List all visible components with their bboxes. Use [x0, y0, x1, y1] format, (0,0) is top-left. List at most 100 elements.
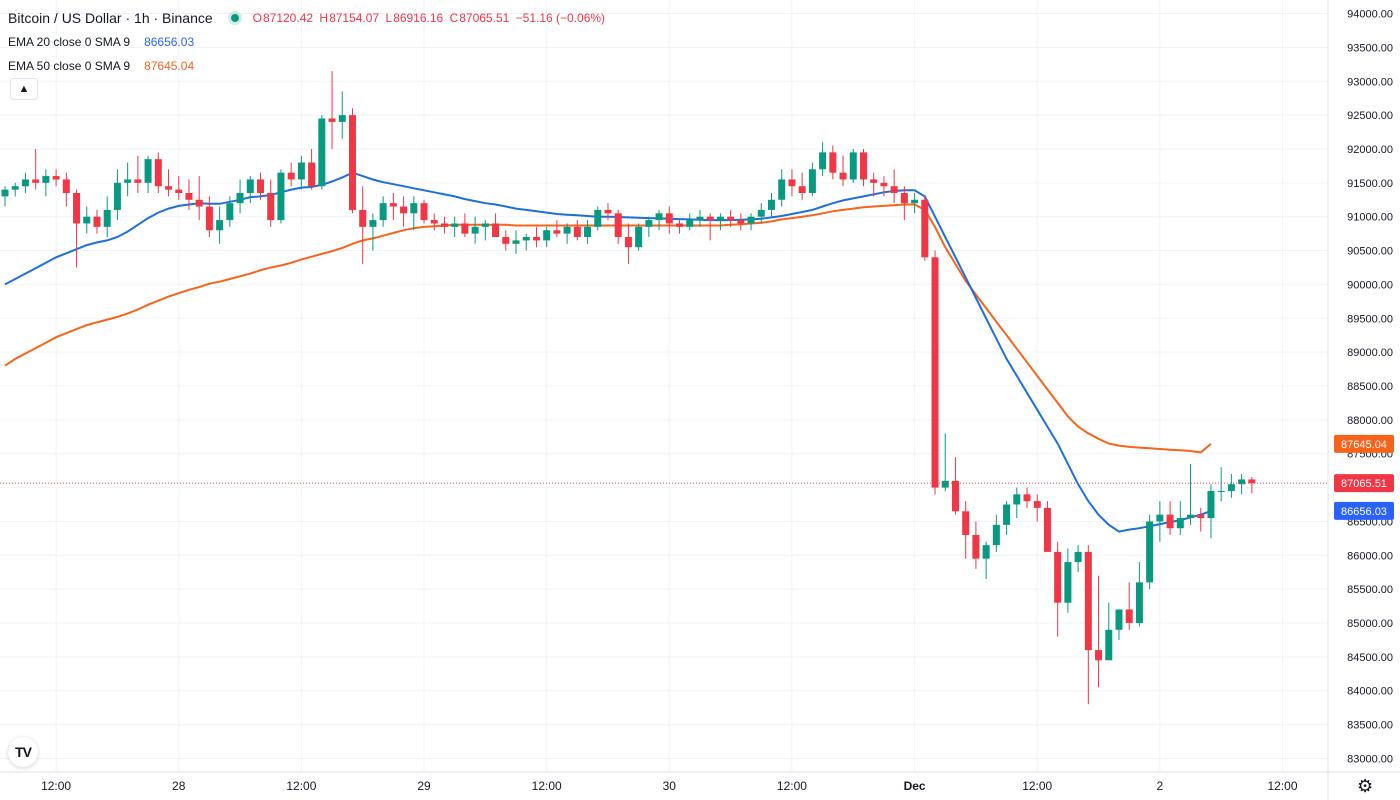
candle-body	[205, 206, 213, 231]
candle	[584, 220, 592, 244]
candle	[859, 148, 867, 187]
candle	[42, 169, 50, 197]
candle	[1176, 501, 1184, 535]
candle	[52, 169, 60, 187]
symbol-row: Bitcoin / US Dollar · 1h · Binance O8712…	[8, 6, 605, 30]
candle-body	[226, 203, 234, 221]
candle	[62, 172, 70, 207]
price-axis[interactable]: 83000.00 83500.00 84000.00 84500.00 85000.00…	[1327, 0, 1393, 800]
collapse-legend-button[interactable]: ▲	[10, 78, 38, 100]
candle-body	[124, 179, 132, 183]
candle	[236, 179, 244, 214]
candle-body	[972, 534, 980, 559]
candle	[829, 145, 837, 180]
candle	[185, 179, 193, 210]
candle-body	[1054, 551, 1062, 603]
candle-body	[594, 209, 602, 227]
candle	[553, 220, 561, 238]
candle-body	[768, 199, 775, 210]
candle	[297, 155, 305, 190]
candle	[134, 155, 142, 193]
candle-body	[849, 152, 857, 180]
candle	[154, 152, 162, 193]
gear-icon[interactable]: ⚙	[1357, 776, 1374, 796]
time-tick-label: 12:00	[1022, 779, 1052, 793]
candle	[696, 209, 704, 227]
candle	[951, 457, 959, 515]
candle	[1084, 545, 1092, 705]
candle-body	[1197, 514, 1205, 519]
candle-body	[451, 223, 459, 227]
candle	[1227, 474, 1235, 498]
time-tick-label: Dec	[904, 779, 926, 793]
price-tick-label: 88500.00	[1347, 381, 1393, 393]
candle-body	[246, 179, 254, 193]
time-tick-label: 12:00	[532, 779, 562, 793]
candle-body	[512, 240, 520, 244]
open-value: 87120.42	[262, 11, 314, 25]
candle	[941, 433, 949, 491]
candle-body	[1125, 609, 1133, 624]
candle	[890, 169, 898, 204]
candle	[972, 521, 980, 569]
candle-body	[665, 213, 673, 224]
candle	[900, 186, 908, 221]
candle-body	[144, 159, 152, 183]
candle	[124, 162, 132, 197]
candle	[32, 148, 40, 190]
ohlc-values: O87120.42 H87154.07 L86916.16 C87065.51 …	[253, 6, 605, 30]
candle	[205, 196, 213, 238]
candle	[604, 203, 612, 221]
candle	[338, 91, 346, 139]
indicator-ema50[interactable]: EMA 50 close 0 SMA 9 87645.04	[8, 54, 605, 78]
candle	[287, 162, 295, 187]
price-tick-label: 85000.00	[1347, 618, 1393, 630]
candle	[839, 155, 847, 187]
candle-body	[430, 220, 438, 224]
candle	[1217, 467, 1225, 502]
price-tick-label: 89500.00	[1347, 313, 1393, 325]
price-tick-label: 88000.00	[1347, 415, 1393, 427]
candle	[1125, 582, 1133, 630]
candle	[727, 209, 735, 227]
candle-body	[839, 172, 847, 180]
candle	[21, 172, 29, 193]
candle-body	[52, 176, 60, 180]
indicator-value: 87645.04	[144, 59, 195, 73]
candle-body	[870, 179, 878, 183]
candle	[686, 213, 694, 231]
symbol-title[interactable]: Bitcoin / US Dollar · 1h · Binance	[8, 10, 213, 26]
candle-body	[696, 216, 704, 221]
time-tick-label: 12:00	[41, 779, 71, 793]
candle	[73, 189, 81, 268]
candle	[635, 223, 643, 251]
ema50-line	[4, 203, 1212, 454]
candle-body	[573, 226, 581, 238]
tradingview-logo[interactable]: TV	[8, 737, 38, 767]
candle-body	[379, 203, 387, 221]
candle	[410, 196, 418, 231]
candle-body	[727, 216, 735, 221]
candle	[1166, 501, 1174, 535]
candle-body	[716, 216, 724, 221]
candle-body	[32, 179, 40, 183]
indicator-name: EMA 50 close 0 SMA 9	[8, 59, 131, 73]
candle	[420, 199, 428, 224]
indicator-ema20[interactable]: EMA 20 close 0 SMA 9 86656.03	[8, 30, 605, 54]
candle-body	[461, 223, 469, 234]
candle-body	[911, 199, 919, 204]
candle	[911, 193, 919, 214]
candle	[481, 220, 489, 241]
candle-body	[103, 209, 111, 227]
time-tick-label: 12:00	[1267, 779, 1297, 793]
time-axis[interactable]: 12:00 28 12:00 29 12:00 30 12:00 Dec 12:00 2 12:00	[0, 771, 1400, 793]
candle-body	[808, 169, 816, 193]
indicator-name: EMA 20 close 0 SMA 9	[8, 35, 131, 49]
candle	[175, 176, 183, 200]
candle-body	[277, 172, 285, 221]
candle	[798, 172, 806, 200]
candle-body	[788, 179, 796, 187]
ema20-price-tag: 86656.03	[1334, 501, 1394, 520]
candle	[400, 196, 408, 227]
